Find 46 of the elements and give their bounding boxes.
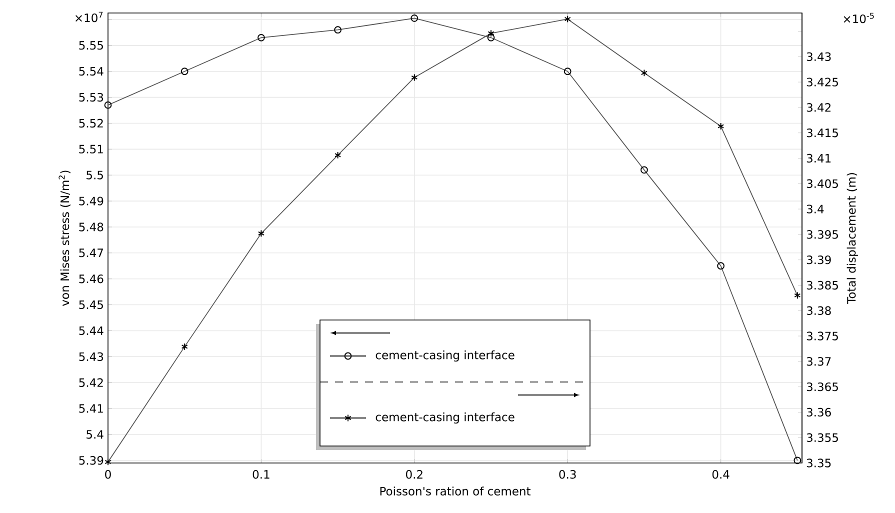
legend-label: cement-casing interface (376, 412, 514, 424)
text: ×10$^{-5}$ (844, 12, 874, 24)
y2-tick-label: 3.41 (806, 154, 831, 163)
y2-tick-label: 3.375 (806, 332, 838, 340)
y2-tick-label: 3.35 (806, 458, 831, 468)
y-tick-label: 5.49 (79, 196, 104, 206)
y2-tick-label: 3.355 (806, 433, 838, 442)
x-tick-label: 0.2 (406, 470, 422, 479)
y-tick-label: 5.48 (79, 222, 104, 232)
y2-tick-label: 3.4 (806, 204, 824, 214)
y-tick-label: 5.4 (86, 430, 104, 439)
x-tick-label: 0 (105, 470, 111, 479)
text: ×10$^{7}$ (75, 12, 103, 22)
y-tick-label: 5.53 (79, 92, 104, 102)
y2-tick-label: 3.38 (806, 306, 831, 315)
legend-label: cement-casing interface (376, 350, 514, 362)
y-tick-label: 5.52 (79, 118, 103, 128)
y2-tick-label: 3.405 (806, 179, 838, 188)
y2-tick-label: 3.37 (806, 357, 831, 366)
y2-tick-label: 3.395 (806, 230, 838, 239)
y2-tick-label: 3.42 (806, 103, 830, 112)
y-tick-label: 5.44 (79, 326, 104, 335)
x-axis-title: Poisson's ration of cement (380, 486, 531, 496)
y-tick-label: 5.41 (79, 404, 103, 413)
y-tick-label: 5.54 (79, 67, 104, 76)
y-axis-title: von Mises stress (N/m$^{2}$) (58, 170, 70, 306)
x-tick-label: 0.1 (252, 470, 270, 479)
y-tick-label: 5.45 (79, 300, 103, 310)
y-tick-label: 5.43 (79, 352, 104, 361)
y2-tick-label: 3.365 (806, 382, 838, 392)
y2-tick-label: 3.385 (806, 280, 838, 290)
y2-tick-label: 3.425 (806, 78, 838, 86)
y-tick-label: 5.55 (79, 41, 103, 50)
y2-tick-label: 3.36 (806, 408, 831, 417)
y-tick-label: 5.51 (79, 144, 103, 154)
y-tick-label: 5.5 (86, 170, 103, 180)
x-tick-label: 0.4 (712, 470, 730, 479)
y-tick-label: 5.42 (79, 378, 103, 387)
y2-tick-label: 3.415 (806, 128, 838, 138)
y-tick-label: 5.39 (79, 456, 104, 465)
y-tick-label: 5.47 (79, 248, 103, 258)
y2-tick-label: 3.43 (806, 52, 831, 62)
y2-axis-title: Total displacement (m) (846, 173, 858, 304)
y-tick-label: 5.46 (79, 274, 104, 284)
x-tick-label: 0.3 (559, 470, 576, 479)
y2-tick-label: 3.39 (806, 255, 831, 264)
